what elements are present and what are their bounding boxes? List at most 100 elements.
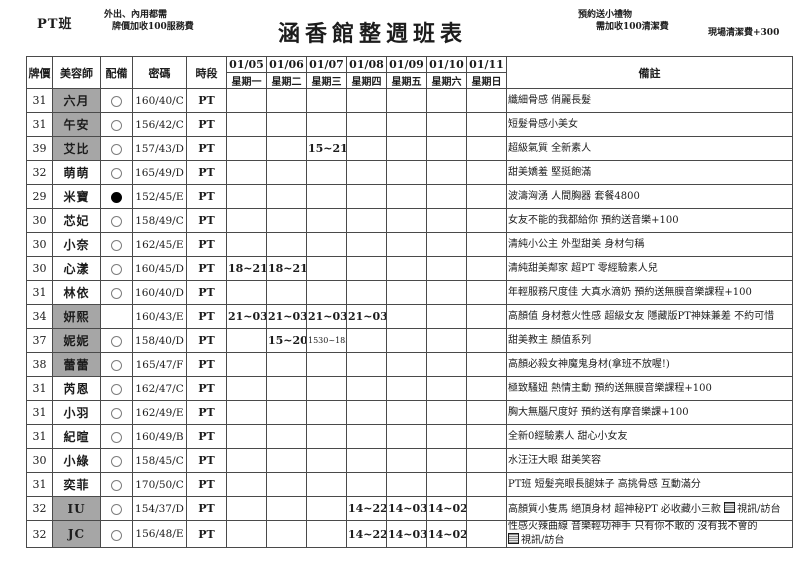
equipment-cell: [100, 232, 133, 257]
schedule-cell: [226, 352, 267, 377]
code-cell: 156/48/E: [132, 520, 187, 548]
beautician-name-cell: 林依: [52, 280, 101, 305]
schedule-cell: 15~20: [266, 328, 307, 353]
schedule-cell: [426, 160, 467, 185]
table-row: 31 紀暄 160/49/B PT 全新0經驗素人 甜心小女友: [26, 424, 793, 449]
col-header-date: 01/07: [306, 56, 347, 73]
schedule-cell: 15~21: [306, 136, 347, 161]
schedule-cell: [266, 112, 307, 137]
schedule-cell: [266, 352, 307, 377]
schedule-cell: 1530~1830: [306, 328, 347, 353]
page-title: 涵香館整週班表: [278, 21, 468, 47]
col-header-remark: 備註: [506, 56, 793, 89]
table-row: 30 小奈 162/45/E PT 清純小公主 外型甜美 身材勻稱: [26, 232, 793, 257]
schedule-cell: [466, 136, 507, 161]
code-cell: 160/40/D: [132, 280, 187, 305]
price-cell: 31: [26, 112, 53, 137]
page-header: PT班 外出、內用都需 牌價加收100服務費 涵香館整週班表 預約送小禮物 需加…: [0, 0, 800, 56]
schedule-cell: [226, 232, 267, 257]
beautician-name-cell: 小羽: [52, 400, 101, 425]
col-header-date: 01/10: [426, 56, 467, 73]
price-cell: 31: [26, 472, 53, 497]
schedule-cell: [466, 520, 507, 548]
schedule-cell: [466, 496, 507, 521]
shift-cell: PT: [186, 232, 227, 257]
schedule-cell: [386, 376, 427, 401]
col-header-weekday: 星期四: [346, 72, 387, 89]
schedule-cell: [426, 232, 467, 257]
price-cell: 31: [26, 424, 53, 449]
shift-cell: PT: [186, 424, 227, 449]
schedule-cell: 18~21: [226, 256, 267, 281]
circle-open-icon: [111, 480, 122, 491]
code-cell: 162/47/C: [132, 376, 187, 401]
table-row: 31 林依 160/40/D PT 年輕服務尺度佳 大真水滴奶 預約送無膜音樂課程+10…: [26, 280, 793, 305]
table-row: 30 心漾 160/45/D PT 18~21 18~21 清純甜美鄰家 超PT 零經驗素人…: [26, 256, 793, 281]
equipment-cell: [100, 112, 133, 137]
boxed-glyph-icon: [724, 501, 736, 513]
shift-cell: PT: [186, 112, 227, 137]
circle-open-icon: [111, 456, 122, 467]
schedule-cell: [346, 328, 387, 353]
schedule-cell: [266, 496, 307, 521]
schedule-cell: [346, 376, 387, 401]
code-cell: 158/40/D: [132, 328, 187, 353]
schedule-cell: [466, 328, 507, 353]
code-cell: 162/45/E: [132, 232, 187, 257]
schedule-cell: [466, 184, 507, 209]
schedule-cell: [426, 304, 467, 329]
schedule-cell: [266, 232, 307, 257]
shift-cell: PT: [186, 520, 227, 548]
circle-open-icon: [111, 336, 122, 347]
beautician-name-cell: 妍熙: [52, 304, 101, 329]
schedule-cell: [346, 160, 387, 185]
schedule-cell: 14~22: [346, 520, 387, 548]
schedule-cell: [266, 376, 307, 401]
col-header-date: 01/11: [466, 56, 507, 73]
schedule-cell: [266, 472, 307, 497]
schedule-cell: [266, 184, 307, 209]
schedule-cell: [466, 88, 507, 113]
code-cell: 158/45/C: [132, 448, 187, 473]
schedule-cell: [346, 400, 387, 425]
beautician-name-cell: IU: [52, 496, 101, 521]
schedule-cell: 14~02: [426, 496, 467, 521]
table-row: 31 午安 156/42/C PT 短髮骨感小美女: [26, 112, 793, 137]
onsite-cleaning-fee-note: 現場清潔費+300: [708, 28, 780, 38]
schedule-cell: [226, 520, 267, 548]
schedule-cell: [226, 160, 267, 185]
schedule-cell: 21~03: [346, 304, 387, 329]
schedule-cell: [226, 184, 267, 209]
shift-cell: PT: [186, 280, 227, 305]
schedule-cell: [426, 400, 467, 425]
schedule-cell: [466, 232, 507, 257]
price-cell: 31: [26, 400, 53, 425]
schedule-cell: [346, 352, 387, 377]
remark-cell: 纖細骨感 俏麗長髮: [506, 88, 793, 113]
schedule-cell: [306, 400, 347, 425]
equipment-cell: [100, 88, 133, 113]
table-row: 29 米寶 152/45/E PT 波濤洶湧 人間胸器 套餐4800: [26, 184, 793, 209]
booking-gift-note: 預約送小禮物 需加收100清潔費: [578, 9, 669, 33]
schedule-cell: [306, 424, 347, 449]
equipment-cell: [100, 400, 133, 425]
schedule-cell: [266, 88, 307, 113]
schedule-cell: [346, 208, 387, 233]
remark-cell: 胸大無腦尺度好 預約送有摩音樂課+100: [506, 400, 793, 425]
remark-cell: 高顏質小隻馬 絕頂身材 超神秘PT 必收藏小三款 視訊/訪台: [506, 496, 793, 521]
shift-cell: PT: [186, 496, 227, 521]
price-cell: 30: [26, 208, 53, 233]
equipment-cell: [100, 352, 133, 377]
code-cell: 165/47/F: [132, 352, 187, 377]
schedule-cell: [306, 184, 347, 209]
remark-cell: 清純甜美鄰家 超PT 零經驗素人兒: [506, 256, 793, 281]
schedule-cell: [426, 424, 467, 449]
schedule-cell: [346, 136, 387, 161]
table-body: 31 六月 160/40/C PT 纖細骨感 俏麗長髮 31 午安 156/42/C PT 短髮骨…: [26, 88, 793, 548]
schedule-cell: [266, 424, 307, 449]
table-row: 31 奕菲 170/50/C PT PT班 短髮亮眼長腿妹子 高挑骨感 互動滿分: [26, 472, 793, 497]
code-cell: 157/43/D: [132, 136, 187, 161]
schedule-cell: [306, 448, 347, 473]
code-cell: 160/49/B: [132, 424, 187, 449]
col-header-date: 01/08: [346, 56, 387, 73]
